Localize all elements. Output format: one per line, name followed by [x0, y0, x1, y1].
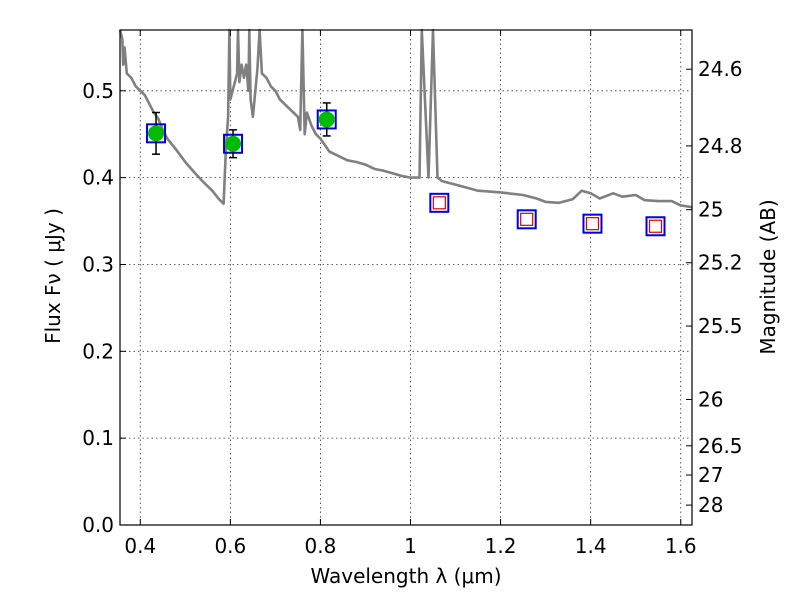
x-tick-label: 0.4	[124, 534, 156, 558]
y-tick-label: 0.2	[82, 339, 114, 363]
y2-tick-label: 24.8	[698, 134, 743, 158]
band-box	[645, 216, 666, 237]
x-tick-label: 1.2	[485, 534, 517, 558]
axes: 0.4 0.6 0.8 1 1.2 1.4 1.6 0.0 0.1 0.2 0.3 0.4 0.5 24.…	[82, 30, 743, 558]
y-tick-label: 0.4	[82, 166, 114, 190]
x-axis-label: Wavelength λ (μm)	[310, 564, 501, 588]
x-tick-label: 0.6	[214, 534, 246, 558]
model-spectrum	[118, 28, 693, 209]
spectrum-line	[118, 28, 693, 209]
y2-tick-label: 26	[698, 387, 723, 411]
y2-tick-label: 28	[698, 493, 723, 517]
photometry-points	[146, 102, 666, 237]
x-tick-label: 1.4	[575, 534, 607, 558]
model-point	[585, 217, 600, 231]
y2-tick-label: 26.5	[698, 434, 743, 458]
y-tick-label: 0.1	[82, 426, 114, 450]
x-tick-label: 1.6	[665, 534, 697, 558]
x-tick-label: 0.8	[305, 534, 337, 558]
observed-point	[148, 125, 165, 142]
band-box	[429, 192, 450, 213]
y2-tick-label: 25	[698, 198, 723, 222]
band-box	[582, 213, 603, 234]
y2-tick-label: 25.5	[698, 314, 743, 338]
model-point	[520, 212, 534, 226]
x-tick-label: 1	[404, 534, 417, 558]
observed-point	[225, 135, 242, 152]
y-tick-label: 0.5	[82, 79, 114, 103]
y-axis-label: Flux Fν ( μJy )	[41, 208, 65, 344]
band-box	[516, 209, 537, 230]
model-point	[648, 219, 663, 233]
y2-axis-label: Magnitude (AB)	[756, 199, 780, 354]
y-tick-label: 0.3	[82, 252, 114, 276]
observed-point	[318, 111, 335, 128]
y-tick-label: 0.0	[82, 513, 114, 537]
y2-tick-label: 24.6	[698, 57, 743, 81]
y2-tick-label: 27	[698, 463, 723, 487]
model-point	[432, 196, 446, 210]
plot-frame	[119, 29, 693, 526]
grid	[120, 30, 692, 526]
y2-tick-label: 25.2	[698, 251, 743, 275]
